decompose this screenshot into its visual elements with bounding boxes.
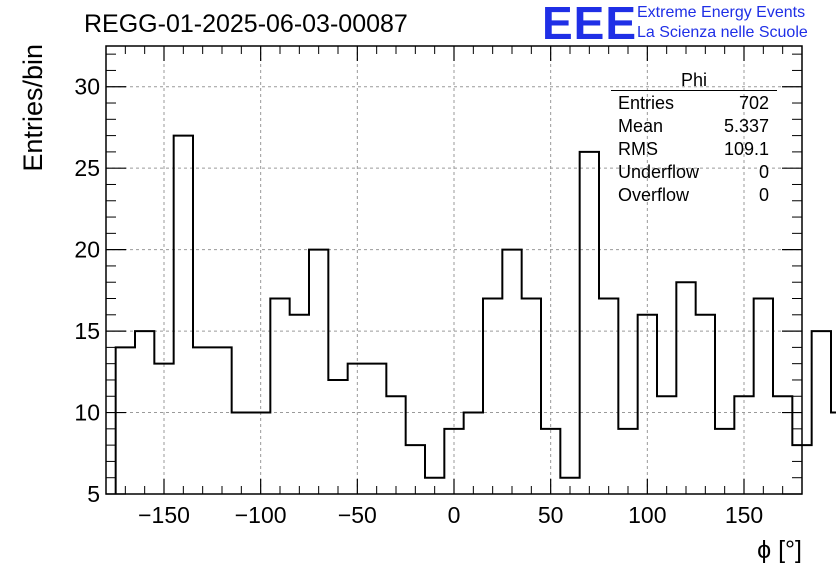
x-tick-label: 150 xyxy=(725,502,763,528)
stats-label: Underflow xyxy=(618,162,700,182)
y-tick-label: 30 xyxy=(74,74,100,100)
eee-logo: EEE xyxy=(542,0,638,49)
stats-value: 0 xyxy=(758,162,769,182)
stats-label: Overflow xyxy=(618,185,690,205)
stats-row-rms: RMS 109.1 xyxy=(611,138,777,161)
histogram-bin xyxy=(734,396,753,494)
histogram-series xyxy=(114,134,836,494)
histogram-bin xyxy=(638,315,657,494)
stats-row-overflow: Overflow 0 xyxy=(611,184,777,207)
histogram-bin xyxy=(792,445,811,494)
x-tick-label: −50 xyxy=(338,502,377,528)
histogram-bin xyxy=(483,299,502,494)
stats-box: Phi Entries 702 Mean 5.337 RMS 109.1 Und… xyxy=(611,70,777,207)
stats-value: 5.337 xyxy=(723,116,769,136)
x-tick-label: 100 xyxy=(628,502,666,528)
stats-row-entries: Entries 702 xyxy=(611,92,777,115)
histogram-bin xyxy=(367,364,386,494)
stats-divider xyxy=(611,90,777,91)
logo-line-2: La Scienza nelle Scuole xyxy=(637,24,808,41)
histogram-bin xyxy=(290,315,309,494)
y-tick-label: 5 xyxy=(87,481,100,507)
histogram-bin xyxy=(676,282,695,494)
histogram-bin xyxy=(328,380,347,494)
histogram-bin xyxy=(580,152,599,494)
stats-label: RMS xyxy=(618,139,658,159)
histogram-bin xyxy=(154,364,173,494)
histogram-bin xyxy=(425,478,444,494)
histogram-bin xyxy=(309,250,328,494)
stats-label: Entries xyxy=(618,93,675,113)
histogram-bin xyxy=(270,299,289,494)
histogram-bin xyxy=(773,396,792,494)
plot-frame xyxy=(105,45,803,495)
x-tick-label: −150 xyxy=(138,502,190,528)
histogram-bin xyxy=(116,347,135,494)
x-tick-label: 50 xyxy=(538,502,564,528)
histogram-bin xyxy=(135,331,154,494)
x-tick-label: −100 xyxy=(235,502,287,528)
run-title: REGG-01-2025-06-03-00087 xyxy=(84,10,408,38)
stats-row-mean: Mean 5.337 xyxy=(611,115,777,138)
histogram-bin xyxy=(599,299,618,494)
stats-value: 0 xyxy=(758,185,769,205)
histogram-bin xyxy=(386,396,405,494)
tick-labels: −150 −100 −50 0 50 100 150 5 10 15 20 25 30 xyxy=(74,74,763,528)
histogram-bin xyxy=(754,299,773,494)
histogram-bin xyxy=(541,429,560,494)
histogram-bin xyxy=(174,136,193,494)
histogram-bin xyxy=(696,315,715,494)
y-tick-label: 25 xyxy=(74,155,100,181)
stats-row-underflow: Underflow 0 xyxy=(611,161,777,184)
histogram-bin xyxy=(502,250,521,494)
histogram-bin xyxy=(232,413,251,494)
y-tick-label: 20 xyxy=(74,237,100,263)
histogram-bin xyxy=(657,396,676,494)
stats-value: 702 xyxy=(738,93,769,113)
histogram-bin xyxy=(464,413,483,494)
stats-value: 109.1 xyxy=(723,139,769,159)
y-tick-label: 15 xyxy=(74,318,100,344)
stats-title: Phi xyxy=(680,70,707,90)
histogram-bin xyxy=(406,445,425,494)
x-axis-label: ϕ [°] xyxy=(757,536,802,564)
histogram-bin xyxy=(444,429,463,494)
histogram-bin xyxy=(212,347,231,494)
y-tick-label: 10 xyxy=(74,400,100,426)
y-axis-label: Entries/bin xyxy=(18,44,48,172)
histogram-bin xyxy=(560,478,579,494)
logo-line-1: Extreme Energy Events xyxy=(637,4,806,21)
x-tick-label: 0 xyxy=(448,502,461,528)
histogram-bin xyxy=(831,413,836,494)
stats-label: Mean xyxy=(618,116,664,136)
histogram-bin xyxy=(193,347,212,494)
histogram-bin xyxy=(348,364,367,494)
histogram-bin xyxy=(812,331,831,494)
histogram-bin xyxy=(251,413,270,494)
histogram-bin xyxy=(522,299,541,494)
histogram-bin xyxy=(715,429,734,494)
histogram-bin xyxy=(618,429,637,494)
